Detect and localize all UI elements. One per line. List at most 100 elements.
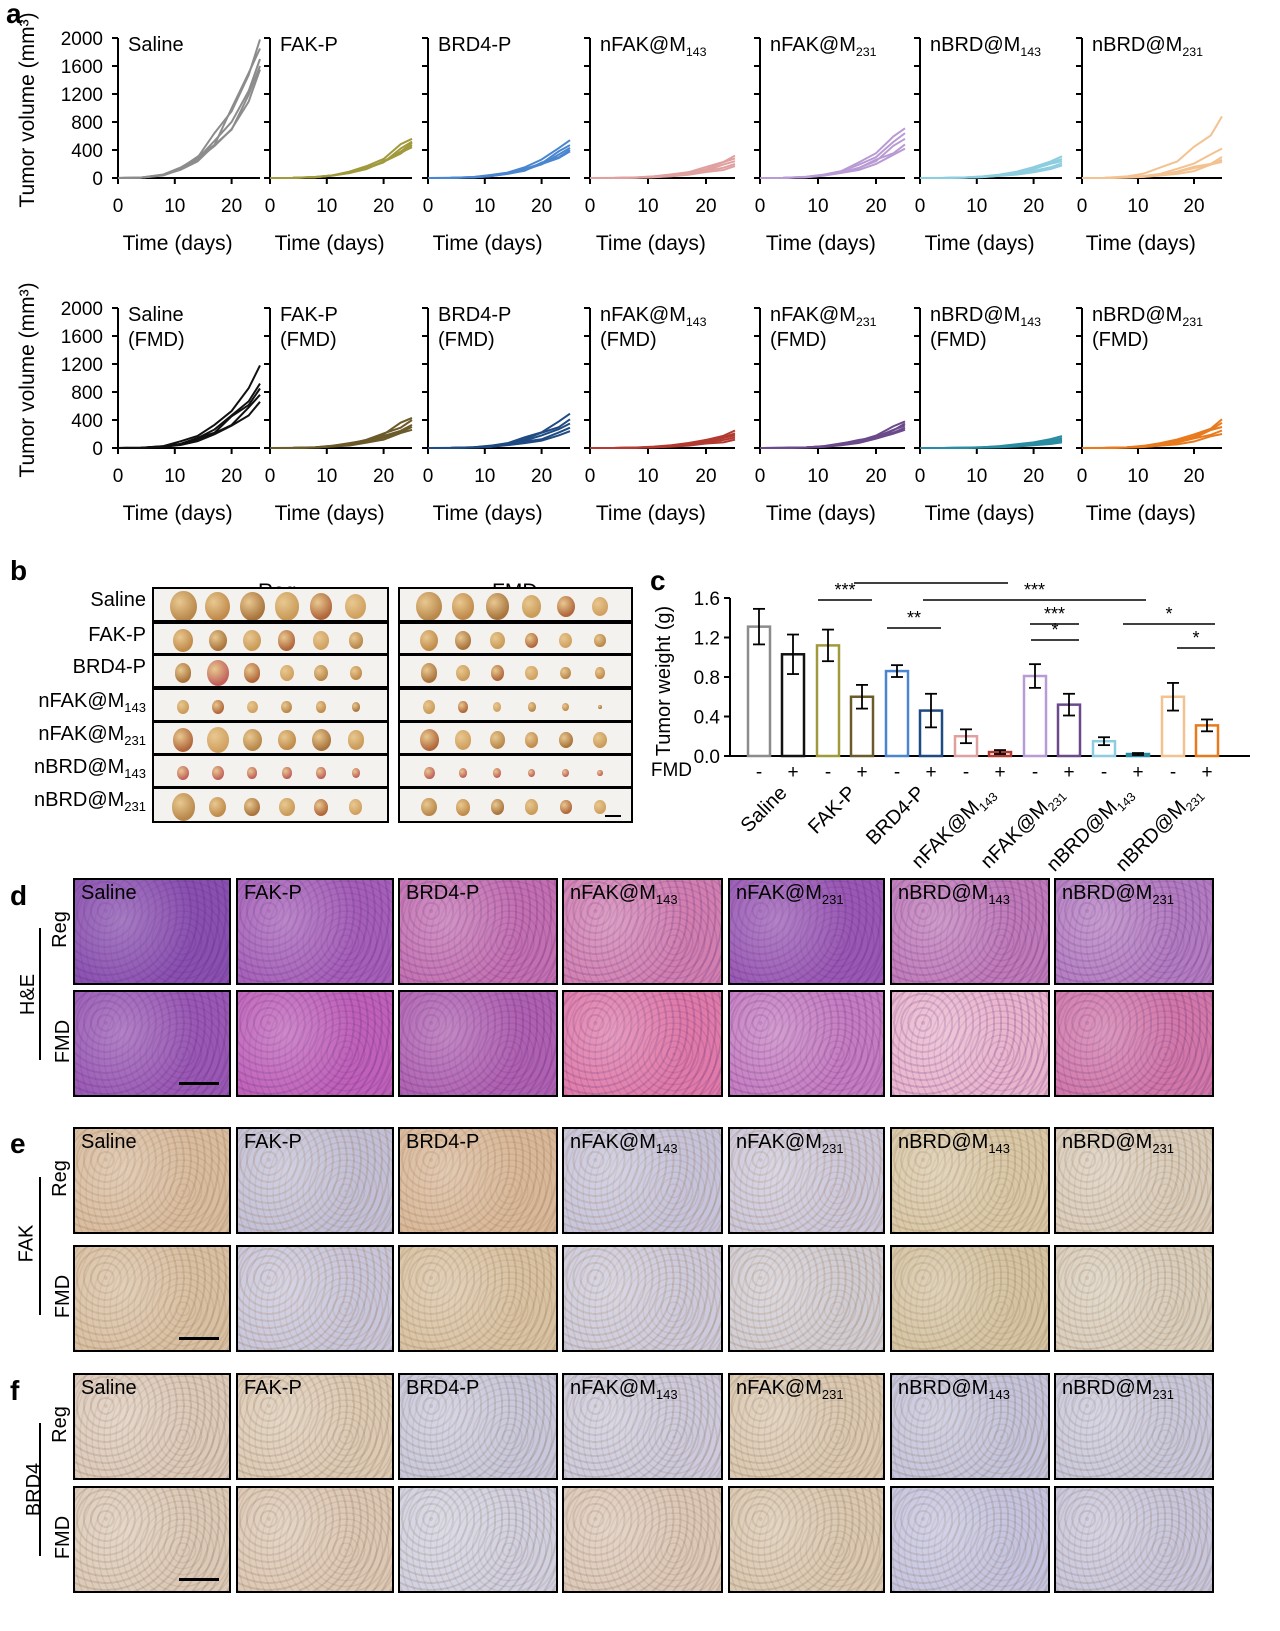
histology-image xyxy=(1054,1486,1214,1593)
tumor-specimen xyxy=(351,768,360,778)
fmd-sign: - xyxy=(963,762,969,783)
histology-image: Saline xyxy=(73,1127,231,1234)
tumor-specimen xyxy=(459,768,468,778)
tumor-specimen xyxy=(349,799,363,815)
tumor-specimen xyxy=(421,797,438,817)
tumor-specimen xyxy=(562,769,570,777)
y-tick-label: 1.2 xyxy=(694,629,720,650)
x-tick-label: 20 xyxy=(221,196,242,217)
x-tick-label: 20 xyxy=(373,196,394,217)
tumor-photo-row xyxy=(152,654,389,688)
tumor-specimen xyxy=(486,593,509,620)
histology-group-label: BRD4-P xyxy=(406,1131,480,1153)
tumor-photo-row xyxy=(398,688,633,722)
histology-image: BRD4-P xyxy=(398,1373,558,1480)
plot-title: Saline xyxy=(128,34,184,56)
x-axis-label: Time (days) xyxy=(275,502,385,525)
histology-group-label: nFAK@M231 xyxy=(736,1131,844,1156)
x-axis-label: Time (days) xyxy=(123,232,233,255)
tumor-specimen xyxy=(277,729,296,751)
tumor-specimen xyxy=(351,702,360,712)
tumor-row-label: nBRD@M231 xyxy=(33,789,146,814)
growth-plot-reg-2: 0 10 20 Time (days) BRD4-P xyxy=(422,34,571,255)
growth-plot-fmd-3: 0 10 20 Time (days) nFAK@M143(FMD) xyxy=(584,304,736,525)
histology-image: nBRD@M231 xyxy=(1054,1373,1214,1480)
tumor-specimen xyxy=(177,699,190,715)
histology-image xyxy=(398,1245,558,1352)
tumor-photo-row xyxy=(152,587,389,622)
plot-title: nFAK@M231 xyxy=(770,34,877,59)
tumor-row-label: Saline xyxy=(90,589,146,611)
tumor-specimen xyxy=(525,665,538,681)
histology-group-label: BRD4-P xyxy=(406,882,480,904)
y-tick-label: 0 xyxy=(92,439,103,460)
tumor-photo-row xyxy=(152,787,389,823)
histology-image xyxy=(236,990,394,1097)
y-tick-label: 1.6 xyxy=(694,589,720,610)
x-tick-label: 10 xyxy=(807,466,828,487)
histology-group-label: FAK-P xyxy=(244,882,302,904)
y-tick-label: 400 xyxy=(71,411,103,432)
histology-image xyxy=(562,990,723,1097)
x-tick-label: 10 xyxy=(316,196,337,217)
tumor-photo-row xyxy=(398,622,633,655)
tumor-specimen xyxy=(205,591,231,620)
growth-line xyxy=(1081,147,1223,179)
significance-label: *** xyxy=(1024,580,1045,600)
histology-group-label: Saline xyxy=(81,882,137,904)
growth-plot-fmd-4: 0 10 20 Time (days) nFAK@M231(FMD) xyxy=(754,304,906,525)
growth-line xyxy=(427,430,571,449)
x-tick-label: 0 xyxy=(1077,196,1088,217)
histology-group-label: nFAK@M143 xyxy=(570,882,678,907)
histology-image: FAK-P xyxy=(236,878,394,985)
growth-plot-reg-0: 0 10 20 Time (days) Saline xyxy=(112,34,261,255)
histology-image: nBRD@M143 xyxy=(890,1127,1050,1234)
histology-image xyxy=(398,990,558,1097)
x-tick-label: 0 xyxy=(423,196,434,217)
tumor-photo-row xyxy=(152,688,389,722)
growth-plot-reg-4: 0 10 20 Time (days) nFAK@M231 xyxy=(754,34,906,255)
tumor-specimen xyxy=(206,660,229,686)
x-tick-label: 20 xyxy=(221,466,242,487)
x-axis-label: Time (days) xyxy=(596,502,706,525)
tumor-specimen xyxy=(593,732,607,748)
tumor-specimen xyxy=(274,592,299,620)
scale-bar xyxy=(605,815,621,817)
plot-title: BRD4-P xyxy=(438,34,511,56)
plot-title: nBRD@M231 xyxy=(1092,304,1203,329)
tumor-specimen xyxy=(243,629,262,652)
x-tick-label: 20 xyxy=(1183,196,1204,217)
histology-image: nBRD@M231 xyxy=(1054,1127,1214,1234)
tumor-specimen xyxy=(559,800,572,814)
stain-divider xyxy=(39,1423,41,1556)
histology-image: nFAK@M143 xyxy=(562,1127,723,1234)
growth-plot-fmd-2: 0 10 20 Time (days) BRD4-P (FMD) xyxy=(422,304,571,525)
plot-title: nBRD@M143 xyxy=(930,304,1041,329)
histology-image xyxy=(73,1245,231,1352)
plot-title: FAK-P xyxy=(280,304,338,326)
y-tick-label: 0 xyxy=(92,169,103,190)
tumor-specimen xyxy=(314,665,329,681)
bar-reg xyxy=(884,669,910,758)
growth-line xyxy=(269,146,413,179)
tumor-row-label: nFAK@M231 xyxy=(38,723,146,748)
tumor-specimen xyxy=(521,594,542,619)
histology-row-label: FMD xyxy=(52,1515,75,1560)
histology-image: nFAK@M231 xyxy=(728,878,885,985)
tumor-specimen xyxy=(173,628,194,653)
growth-line xyxy=(1081,160,1223,179)
histology-image: nFAK@M143 xyxy=(562,1373,723,1480)
x-tick-label: 0 xyxy=(915,196,926,217)
tumor-specimen xyxy=(524,632,539,649)
tumor-row-label: nFAK@M143 xyxy=(38,690,146,715)
tumor-photo-row xyxy=(152,754,389,788)
growth-plot-reg-5: 0 10 20 Time (days) nBRD@M143 xyxy=(914,34,1063,255)
tumor-specimen xyxy=(560,666,572,680)
fmd-sign: + xyxy=(787,762,798,783)
growth-line xyxy=(1081,433,1223,449)
tumor-specimen xyxy=(278,797,295,817)
tumor-specimen xyxy=(247,767,257,779)
tumor-specimen xyxy=(559,632,573,649)
